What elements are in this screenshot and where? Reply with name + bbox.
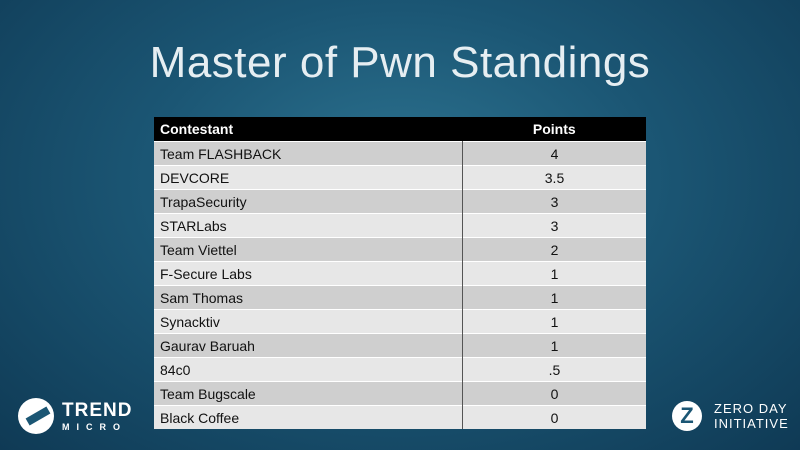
trend-micro-icon — [18, 398, 54, 434]
table-row: Team FLASHBACK 4 — [154, 141, 646, 166]
points-cell: 1 — [462, 333, 646, 358]
table-row: Synacktiv 1 — [154, 309, 646, 334]
logo-text: MICRO — [62, 421, 127, 432]
contestant-cell: TrapaSecurity — [154, 189, 463, 214]
contestant-cell: STARLabs — [154, 213, 463, 238]
contestant-cell: F-Secure Labs — [154, 261, 463, 286]
zdi-logo: Z ZERO DAY INITIATIVE — [672, 401, 789, 431]
points-cell: 2 — [462, 237, 646, 262]
points-cell: 0 — [462, 381, 646, 406]
contestant-cell: DEVCORE — [154, 165, 463, 190]
contestant-cell: Gaurav Baruah — [154, 333, 463, 358]
contestant-cell: Team Bugscale — [154, 381, 463, 406]
header-contestant: Contestant — [154, 117, 463, 142]
zdi-icon: Z — [672, 401, 702, 431]
table-row: Team Viettel 2 — [154, 237, 646, 262]
standings-table: Contestant Points Team FLASHBACK 4 DEVCORE… — [154, 117, 646, 429]
trend-micro-logo: TREND MICRO — [18, 398, 132, 434]
logo-text: INITIATIVE — [714, 416, 789, 431]
contestant-cell: Synacktiv — [154, 309, 463, 334]
points-cell: 4 — [462, 141, 646, 166]
slide-title: Master of Pwn Standings — [149, 38, 651, 87]
table-row: Sam Thomas 1 — [154, 285, 646, 310]
table-row: DEVCORE 3.5 — [154, 165, 646, 190]
points-cell: 3 — [462, 189, 646, 214]
table-row: F-Secure Labs 1 — [154, 261, 646, 286]
table-row: STARLabs 3 — [154, 213, 646, 238]
table-row: Black Coffee 0 — [154, 405, 646, 429]
contestant-cell: Sam Thomas — [154, 285, 463, 310]
table-row: Gaurav Baruah 1 — [154, 333, 646, 358]
points-cell: .5 — [462, 357, 646, 382]
table-header: Contestant Points — [154, 117, 646, 142]
points-cell: 1 — [462, 261, 646, 286]
table-row: 84c0.5 — [154, 357, 646, 382]
contestant-cell: Team Viettel — [154, 237, 463, 262]
header-points: Points — [462, 117, 646, 142]
logo-text: ZERO DAY — [714, 401, 788, 416]
table-row: TrapaSecurity 3 — [154, 189, 646, 214]
points-cell: 1 — [462, 309, 646, 334]
points-cell: 3 — [462, 213, 646, 238]
points-cell: 1 — [462, 285, 646, 310]
contestant-cell: 84c0 — [154, 357, 463, 382]
contestant-cell: Team FLASHBACK — [154, 141, 463, 166]
points-cell: 0 — [462, 405, 646, 429]
logo-text: TREND — [62, 399, 133, 421]
contestant-cell: Black Coffee — [154, 405, 463, 429]
points-cell: 3.5 — [462, 165, 646, 190]
table-row: Team Bugscale 0 — [154, 381, 646, 406]
